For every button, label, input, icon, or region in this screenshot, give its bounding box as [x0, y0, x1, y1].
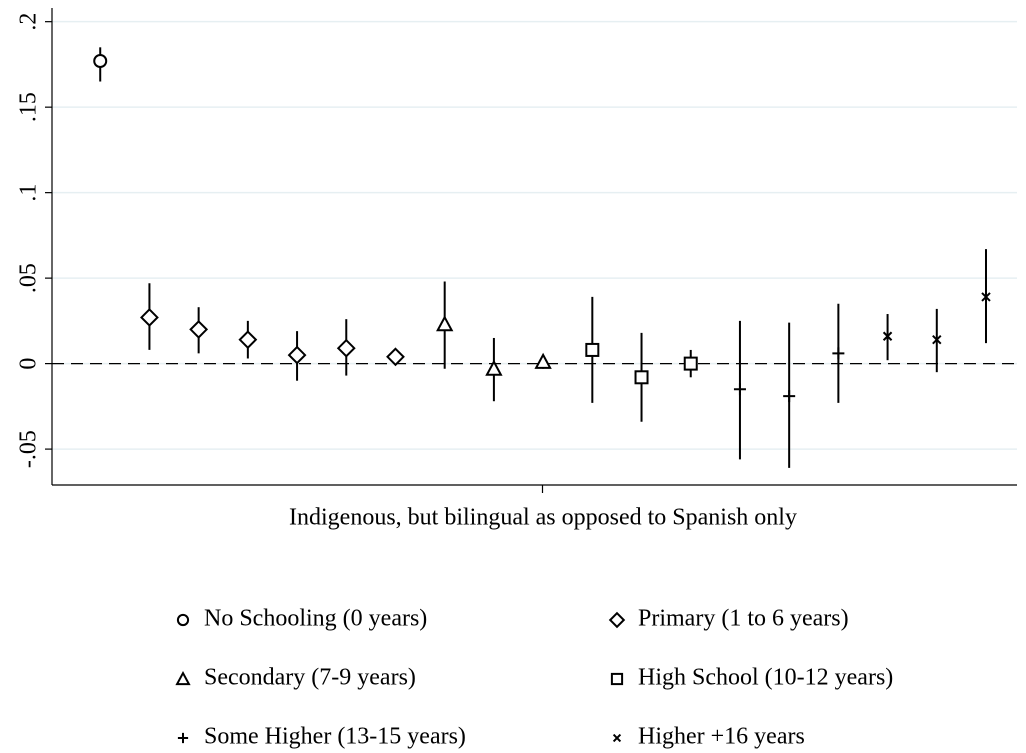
legend-label: Secondary (7-9 years)	[204, 665, 416, 691]
marker	[336, 338, 356, 358]
marker	[832, 347, 845, 360]
marker	[436, 315, 454, 332]
marker	[932, 334, 942, 345]
y-tick-label: .1	[16, 184, 42, 202]
marker	[287, 345, 307, 365]
marker	[634, 370, 649, 385]
marker	[981, 292, 991, 302]
legend-marker	[608, 611, 626, 629]
marker	[238, 330, 258, 350]
legend-label: Primary (1 to 6 years)	[638, 606, 849, 632]
y-tick-label: 0	[16, 358, 42, 370]
marker	[485, 359, 503, 376]
legend-marker	[610, 672, 624, 686]
marker	[783, 390, 796, 403]
legend-marker	[177, 732, 189, 744]
marker	[386, 347, 405, 367]
marker	[140, 308, 159, 327]
legend-label: Some Higher (13-15 years)	[204, 724, 466, 750]
marker	[189, 320, 209, 339]
marker	[93, 54, 108, 68]
x-axis-label: Indigenous, but bilingual as opposed to …	[289, 505, 797, 531]
legend-label: Higher +16 years	[638, 724, 805, 750]
y-tick-label: .05	[16, 263, 42, 293]
marker	[534, 352, 552, 369]
legend-marker	[176, 613, 190, 627]
marker	[733, 383, 746, 396]
marker	[683, 356, 698, 371]
marker	[882, 331, 893, 341]
y-tick-label: -.05	[16, 430, 42, 468]
legend-label: No Schooling (0 years)	[204, 606, 427, 632]
legend-marker	[612, 733, 622, 743]
legend-label: High School (10-12 years)	[638, 665, 893, 691]
y-tick-label: .15	[16, 92, 42, 122]
y-tick-label: .2	[16, 13, 42, 31]
legend-marker	[175, 670, 191, 686]
marker	[585, 342, 600, 357]
